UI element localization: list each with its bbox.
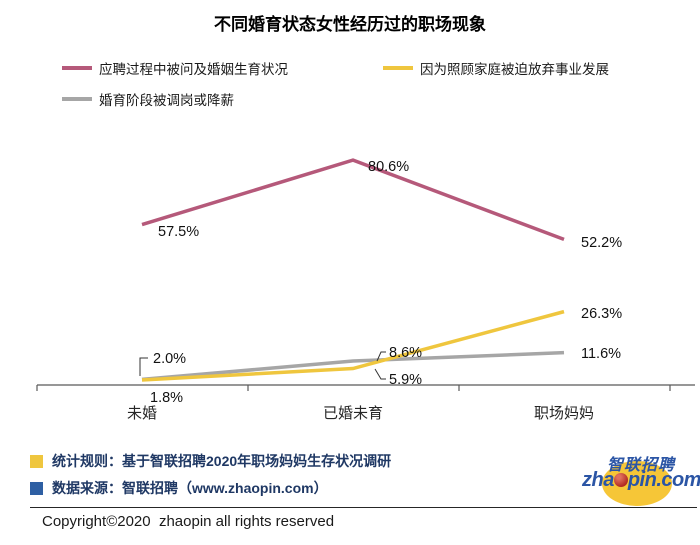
legend-item-give-up-career: 因为照顾家庭被迫放弃事业发展 bbox=[383, 61, 609, 77]
footnote-stat-rule: 统计规则：基于智联招聘2020年职场妈妈生存状况调研 bbox=[30, 451, 391, 471]
legend-swatch-gold bbox=[383, 66, 413, 70]
yellow-square-icon bbox=[30, 454, 43, 468]
logo-domain-suffix: pin.com bbox=[627, 469, 700, 491]
svg-text:职场妈妈: 职场妈妈 bbox=[534, 405, 594, 422]
svg-text:11.6%: 11.6% bbox=[581, 346, 621, 362]
svg-text:57.5%: 57.5% bbox=[158, 224, 199, 240]
svg-text:8.6%: 8.6% bbox=[389, 345, 422, 361]
legend-label: 应聘过程中被问及婚姻生育状况 bbox=[99, 62, 288, 77]
line-chart: 未婚 已婚未育 职场妈妈 57.5% 80.6% 52.2% 1.8% 5.9% 26.3% 2.… bbox=[36, 158, 695, 422]
legend-swatch-pink bbox=[62, 66, 92, 70]
legend-item-interview-question: 应聘过程中被问及婚姻生育状况 bbox=[62, 61, 288, 77]
logo-red-dot-icon bbox=[613, 473, 628, 487]
svg-text:80.6%: 80.6% bbox=[368, 159, 409, 175]
svg-text:1.8%: 1.8% bbox=[150, 390, 183, 406]
footnote-text: 数据来源：智联招聘（www.zhaopin.com） bbox=[52, 480, 328, 496]
svg-text:5.9%: 5.9% bbox=[389, 372, 422, 388]
blue-square-icon bbox=[30, 481, 43, 495]
logo-domain-text: zha pin.com bbox=[582, 469, 700, 492]
svg-text:26.3%: 26.3% bbox=[581, 306, 622, 322]
footnote-text: 统计规则：基于智联招聘2020年职场妈妈生存状况调研 bbox=[52, 453, 392, 469]
legend-label: 因为照顾家庭被迫放弃事业发展 bbox=[420, 62, 609, 77]
svg-text:未婚: 未婚 bbox=[127, 405, 157, 422]
svg-text:2.0%: 2.0% bbox=[153, 351, 186, 367]
legend-item-transfer-paycut: 婚育阶段被调岗或降薪 bbox=[62, 92, 234, 108]
legend-swatch-gray bbox=[62, 97, 92, 101]
logo-yellow-ellipse-icon bbox=[602, 461, 672, 506]
svg-text:已婚未育: 已婚未育 bbox=[323, 405, 383, 422]
chart-title: 不同婚育状态女性经历过的职场现象 bbox=[214, 15, 486, 34]
footer-divider bbox=[30, 507, 697, 508]
svg-text:52.2%: 52.2% bbox=[581, 235, 622, 251]
zhaopin-logo: 智联招聘 zha pin.com bbox=[582, 448, 700, 506]
copyright-text: Copyright©2020 zhaopin all rights reserv… bbox=[42, 513, 335, 530]
footnote-data-source: 数据来源：智联招聘（www.zhaopin.com） bbox=[30, 478, 328, 498]
logo-domain-prefix: zha bbox=[582, 469, 614, 491]
legend-label: 婚育阶段被调岗或降薪 bbox=[99, 93, 234, 108]
logo-cn-text: 智联招聘 bbox=[607, 457, 676, 474]
